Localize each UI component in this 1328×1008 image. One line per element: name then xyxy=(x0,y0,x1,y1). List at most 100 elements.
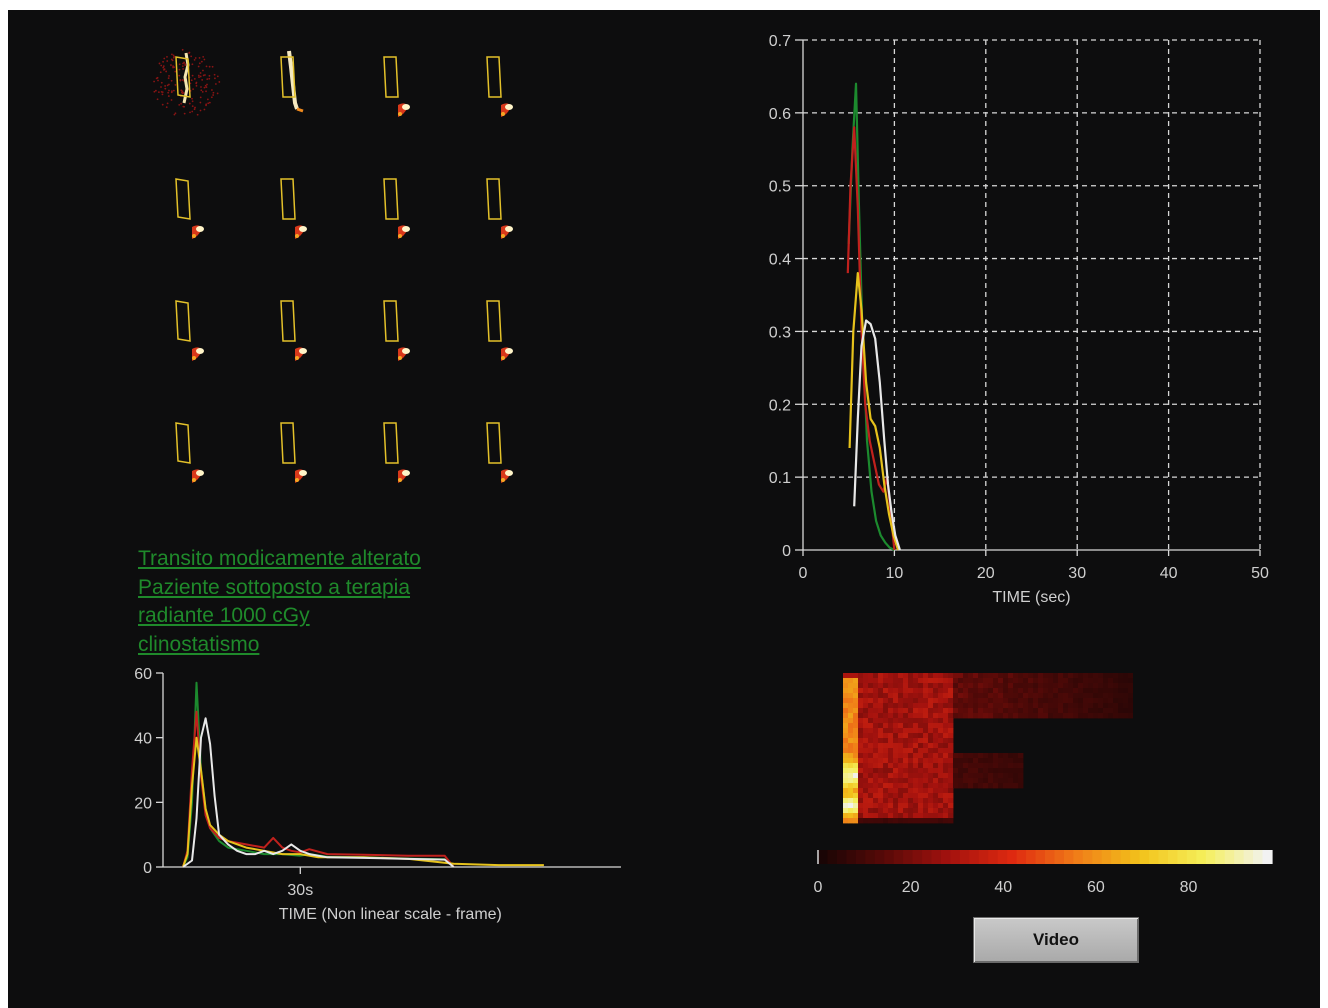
heatmap-cell xyxy=(993,753,999,759)
noise-dot xyxy=(178,103,181,106)
heatmap-cell xyxy=(1103,713,1109,719)
heatmap-cell xyxy=(933,718,939,724)
heatmap-cell xyxy=(868,788,874,794)
heatmap-cell xyxy=(908,808,914,814)
heatmap-cell xyxy=(843,688,849,694)
heatmap-cell xyxy=(903,788,909,794)
noise-dot xyxy=(203,108,206,111)
roi-outline xyxy=(486,422,502,464)
heatmap-cell xyxy=(888,788,894,794)
heatmap-cell xyxy=(903,803,909,809)
heatmap-cell xyxy=(1028,678,1034,684)
heatmap-cell xyxy=(928,753,934,759)
condensed-image-heatmap xyxy=(843,673,1133,824)
heatmap-cell xyxy=(903,708,909,714)
heatmap-cell xyxy=(938,728,944,734)
heatmap-cell xyxy=(993,673,999,679)
noise-dot xyxy=(191,100,194,103)
heatmap-cell xyxy=(908,768,914,774)
heatmap-cell xyxy=(998,713,1004,719)
heatmap-cell xyxy=(848,763,854,769)
heatmap-cell xyxy=(868,733,874,739)
heatmap-cell xyxy=(853,768,859,774)
noise-dot xyxy=(171,53,173,56)
heatmap-cell xyxy=(993,688,999,694)
heatmap-cell xyxy=(1048,698,1054,704)
heatmap-cell xyxy=(933,728,939,734)
heatmap-cell xyxy=(908,813,914,819)
heatmap-cell xyxy=(913,768,919,774)
heatmap-cell xyxy=(1053,688,1059,694)
heatmap-cell xyxy=(928,808,934,814)
heatmap-cell xyxy=(908,723,914,729)
heatmap-cell xyxy=(858,763,864,769)
noise-dot xyxy=(161,93,164,96)
heatmap-cell xyxy=(963,703,969,709)
heatmap-cell xyxy=(913,813,919,819)
heatmap-cell xyxy=(988,703,994,709)
heatmap-cell xyxy=(958,753,964,759)
heatmap-cell xyxy=(903,698,909,704)
heatmap-cell xyxy=(853,803,859,809)
heatmap-cell xyxy=(863,748,869,754)
heatmap-cell xyxy=(893,703,899,709)
noise-dot xyxy=(199,96,202,99)
colorbar-step xyxy=(874,850,885,864)
frame-grid xyxy=(8,10,688,530)
heatmap-cell xyxy=(903,743,909,749)
heatmap-cell xyxy=(973,703,979,709)
heatmap-cell xyxy=(1038,708,1044,714)
heatmap-cell xyxy=(928,728,934,734)
heatmap-cell xyxy=(908,783,914,789)
noise-dot xyxy=(198,76,200,78)
heatmap-cell xyxy=(868,708,874,714)
heatmap-cell xyxy=(928,708,934,714)
colorbar-step xyxy=(988,850,999,864)
heatmap-cell xyxy=(863,728,869,734)
heatmap-cell xyxy=(963,673,969,679)
heatmap-cell xyxy=(1108,688,1114,694)
heatmap-cell xyxy=(968,713,974,719)
heatmap-cell xyxy=(918,713,924,719)
noise-dot xyxy=(156,98,159,101)
heatmap-cell xyxy=(868,798,874,804)
heatmap-cell xyxy=(1063,688,1069,694)
heatmap-cell xyxy=(1068,683,1074,689)
heatmap-cell xyxy=(908,678,914,684)
heatmap-cell xyxy=(928,788,934,794)
colorbar-step xyxy=(1054,850,1065,864)
heatmap-cell xyxy=(863,778,869,784)
heatmap-cell xyxy=(888,698,894,704)
heatmap-cell xyxy=(913,718,919,724)
heatmap-cell xyxy=(928,718,934,724)
heatmap-cell xyxy=(1063,713,1069,719)
video-button[interactable]: Video xyxy=(973,917,1139,963)
heatmap-cell xyxy=(963,693,969,699)
heatmap-cell xyxy=(843,783,849,789)
noise-dot xyxy=(210,96,213,99)
noise-dot xyxy=(154,89,157,92)
heatmap-cell xyxy=(843,728,849,734)
noise-dot xyxy=(161,91,164,93)
heatmap-cell xyxy=(903,728,909,734)
heatmap-cell xyxy=(1068,693,1074,699)
heatmap-cell xyxy=(843,773,849,779)
noise-dot xyxy=(164,85,167,87)
heatmap-cell xyxy=(888,678,894,684)
heatmap-cell xyxy=(883,688,889,694)
heatmap-cell xyxy=(938,813,944,819)
heatmap-cell xyxy=(878,778,884,784)
heatmap-cell xyxy=(943,738,949,744)
heatmap-cell xyxy=(938,753,944,759)
transit-time-chart: 0 10 20 30 40 50 0 0.1 0.2 0.3 0.4 0.5 0.6 0.7 TIME (s… xyxy=(769,33,1269,606)
heatmap-cell xyxy=(883,708,889,714)
heatmap-cell xyxy=(998,773,1004,779)
heatmap-cell xyxy=(928,688,934,694)
heatmap-cell xyxy=(1023,698,1029,704)
heatmap-cell xyxy=(878,803,884,809)
heatmap-cell xyxy=(903,763,909,769)
heatmap-cell xyxy=(1083,713,1089,719)
heatmap-cell xyxy=(928,783,934,789)
heatmap-cell xyxy=(1123,673,1129,679)
heatmap-cell xyxy=(983,693,989,699)
